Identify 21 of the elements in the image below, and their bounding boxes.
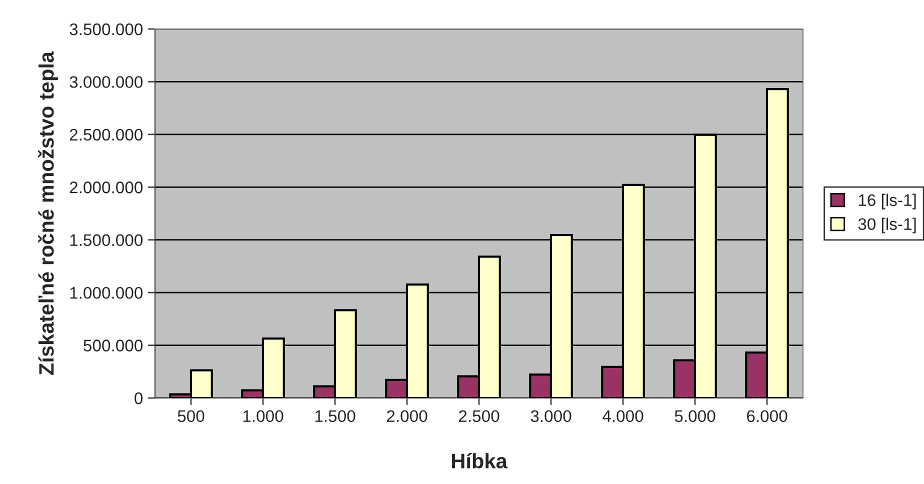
legend-label: 30 [ls-1]	[858, 218, 916, 234]
y-tick-label: 0	[134, 392, 143, 404]
x-tick-label: 4.000	[602, 410, 644, 422]
x-tick-label: 6.000	[746, 410, 788, 422]
x-tick-label: 3.000	[530, 410, 572, 422]
x-tick-label: 2.000	[386, 410, 428, 422]
x-tick-label: 500	[178, 410, 204, 422]
x-tick-label: 1.500	[315, 410, 356, 422]
y-tick-label: 3.500.000	[70, 23, 143, 36]
y-tick-label: 3.000.000	[70, 76, 143, 88]
y-tick-label: 1.500.000	[70, 234, 143, 246]
x-tick-label: 1.000	[243, 410, 284, 422]
y-tick-label: 1.000.000	[70, 286, 143, 299]
legend-label: 16 [ls-1]	[858, 194, 916, 210]
y-tick-label: 2.500.000	[70, 128, 143, 141]
y-axis-title: Získateľné ročné množstvo tepla	[38, 51, 58, 375]
x-axis-title: Híbka	[452, 452, 508, 468]
x-tick-label: 5.000	[674, 410, 716, 422]
x-tick-label: 2.500	[458, 410, 500, 422]
y-tick-label: 500.000	[84, 340, 143, 352]
y-tick-label: 2.000.000	[70, 182, 143, 194]
